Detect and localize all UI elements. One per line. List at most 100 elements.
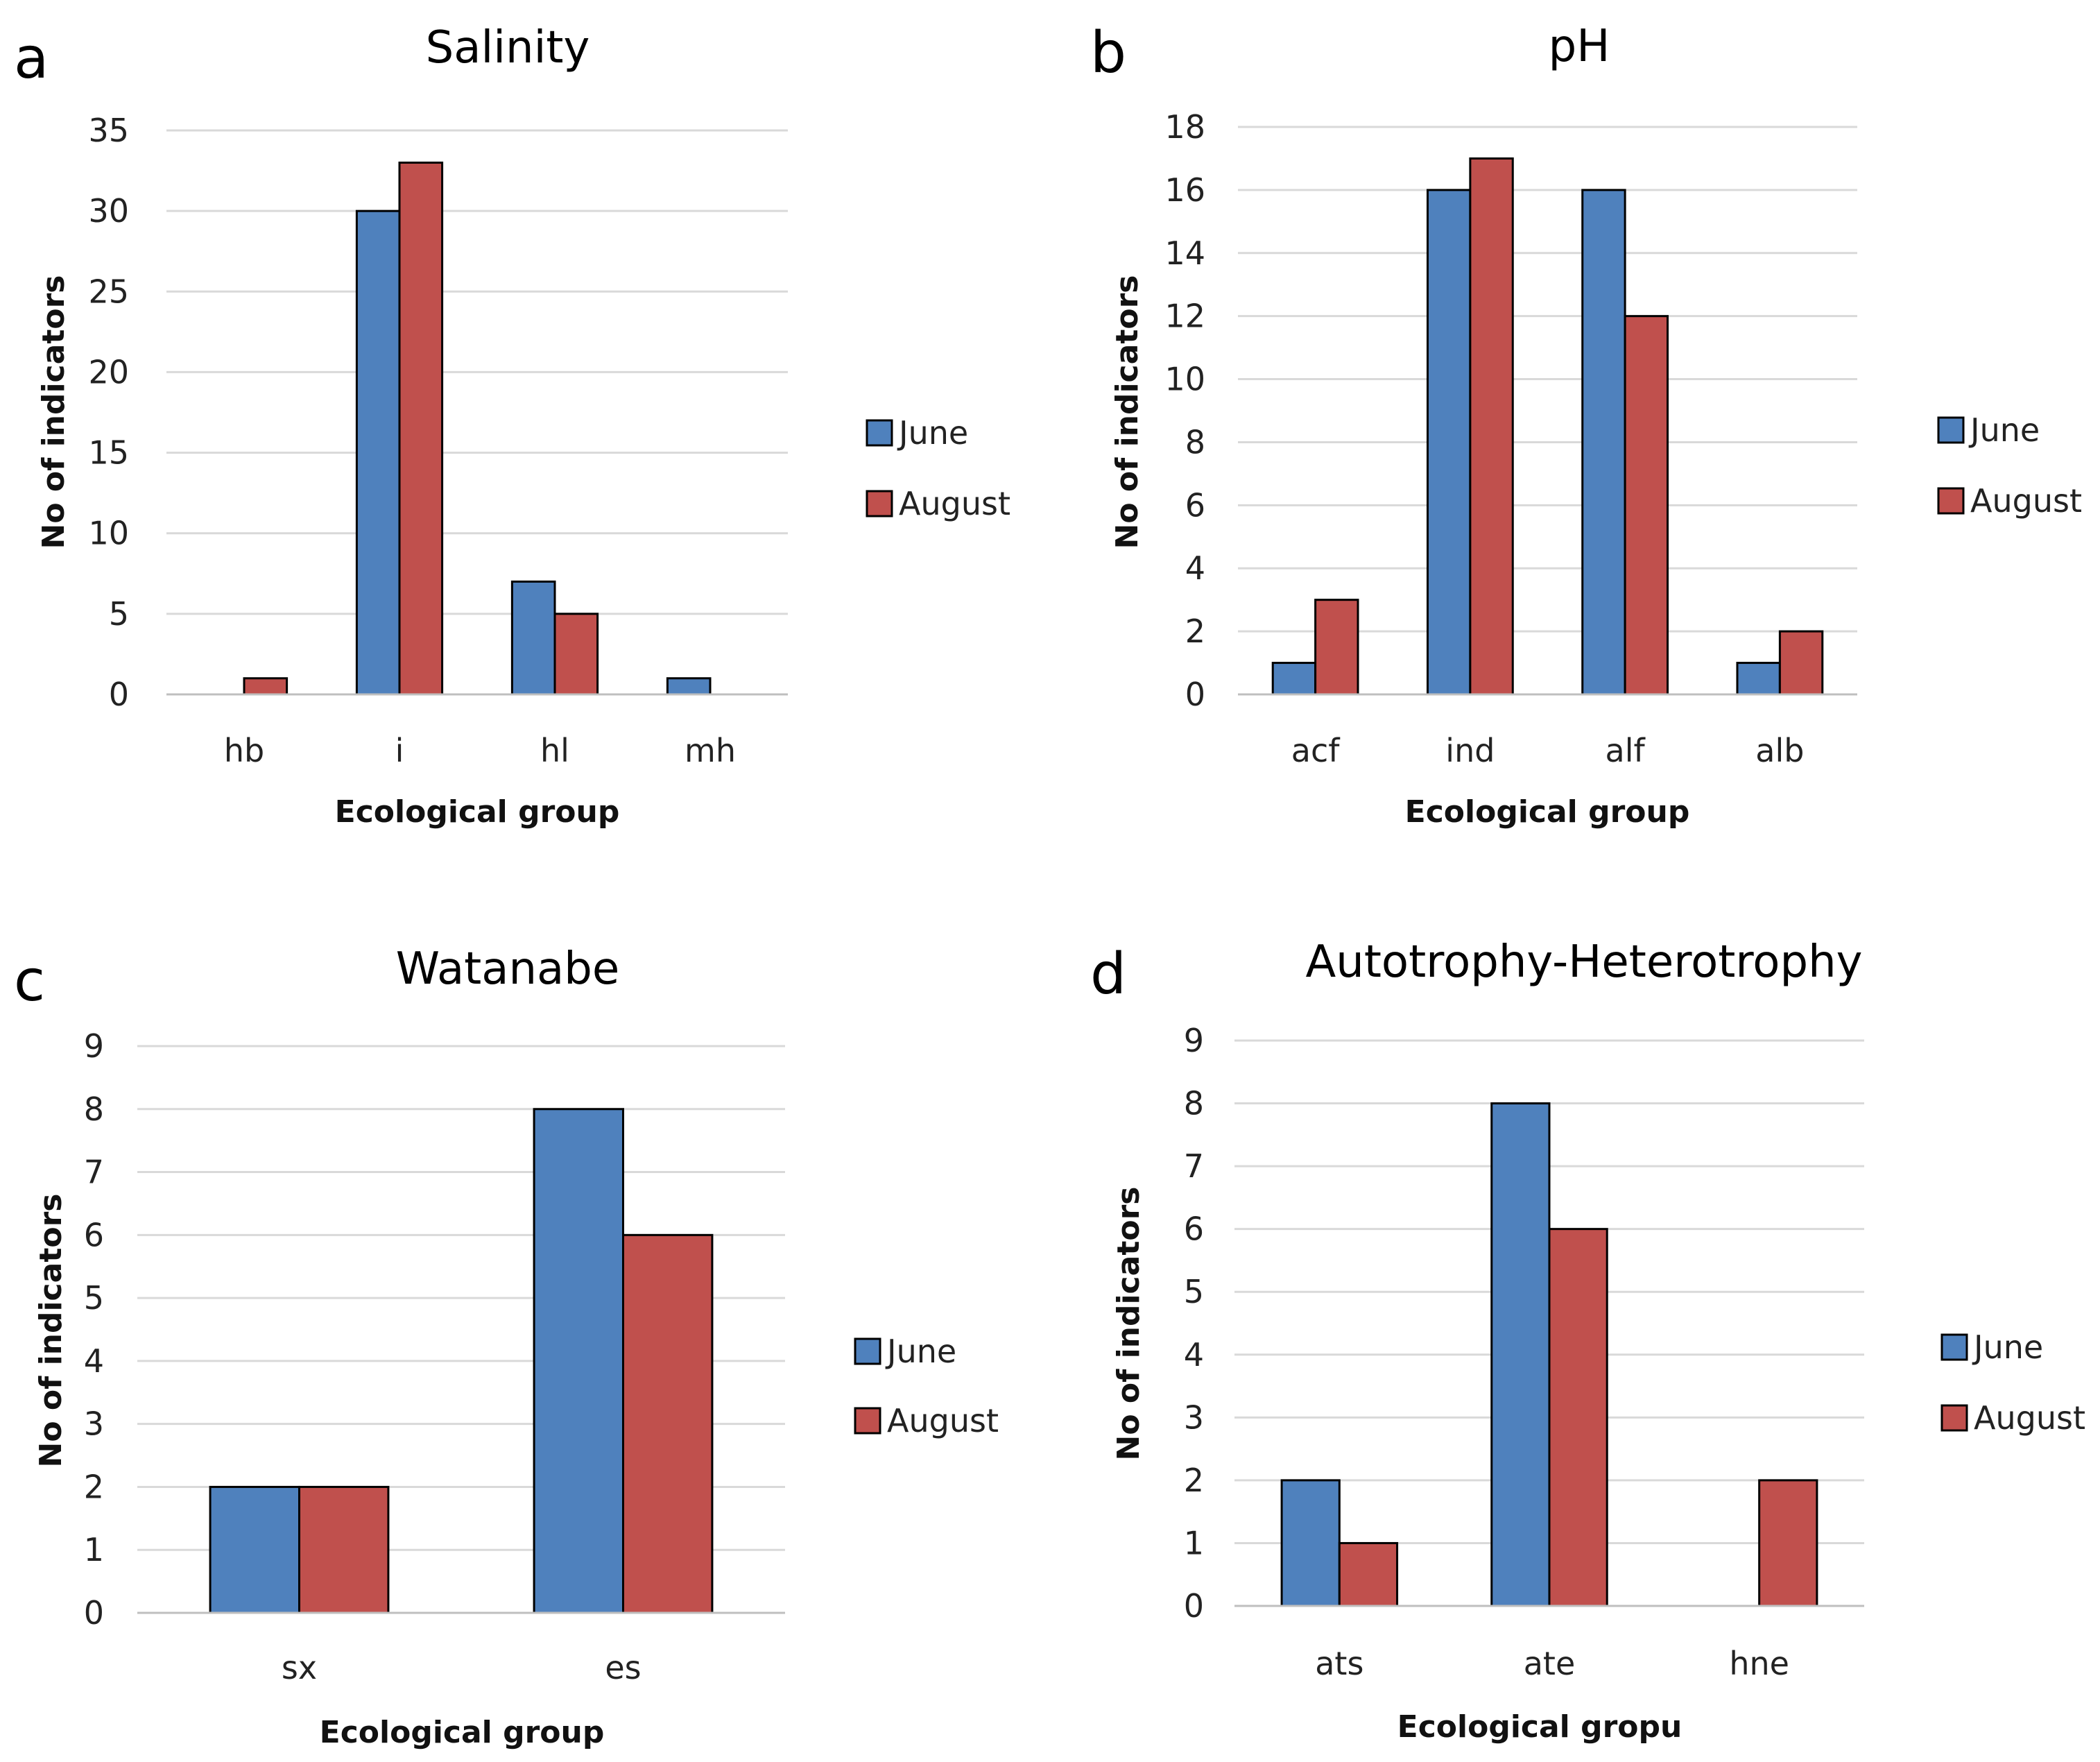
y-tick-label: 0 bbox=[109, 676, 129, 713]
y-tick-label: 1 bbox=[84, 1531, 104, 1568]
y-tick-label: 7 bbox=[1184, 1147, 1204, 1185]
y-tick-label: 5 bbox=[84, 1279, 104, 1317]
bar-june-hl bbox=[510, 580, 556, 696]
y-tick-label: 4 bbox=[84, 1342, 104, 1380]
y-tick-label: 35 bbox=[88, 112, 129, 149]
bar-june-alf bbox=[1581, 189, 1626, 696]
x-category-label: hne bbox=[1729, 1645, 1789, 1682]
y-tick-label: 15 bbox=[88, 434, 129, 472]
y-tick-label: 20 bbox=[88, 353, 129, 391]
y-tick-label: 6 bbox=[1185, 486, 1205, 524]
x-category-label: ats bbox=[1315, 1645, 1363, 1682]
y-tick-label: 2 bbox=[1185, 613, 1205, 650]
y-tick-label: 6 bbox=[1184, 1211, 1204, 1248]
legend-swatch-august bbox=[1940, 1404, 1968, 1432]
y-tick-label: 9 bbox=[84, 1027, 104, 1065]
legend-label-june: June bbox=[885, 1333, 956, 1370]
bar-august-hb bbox=[243, 677, 289, 696]
x-category-label: i bbox=[395, 732, 404, 769]
bar-august-ind bbox=[1469, 157, 1514, 696]
x-category-label: hb bbox=[224, 732, 264, 769]
x-category-label: acf bbox=[1291, 732, 1341, 769]
y-axis-label: No of indicators bbox=[1110, 275, 1145, 549]
bar-august-acf bbox=[1314, 599, 1359, 696]
y-tick-label: 5 bbox=[109, 595, 129, 633]
chart-panel-d: d Autotrophy-Heterotrophy 0 1 2 3 4 5 6 7 8 9 ats ate… bbox=[1090, 936, 2085, 1745]
y-tick-label: 2 bbox=[1184, 1462, 1204, 1499]
y-tick-label: 8 bbox=[84, 1090, 104, 1128]
bar-august-es bbox=[622, 1233, 714, 1614]
legend-swatch-june bbox=[866, 419, 893, 447]
y-tick-label: 3 bbox=[84, 1405, 104, 1443]
x-category-label: ind bbox=[1445, 732, 1495, 769]
legend-label-august: August bbox=[899, 485, 1010, 522]
bar-june-ats bbox=[1280, 1479, 1341, 1607]
y-tick-label: 5 bbox=[1184, 1273, 1204, 1310]
y-tick-label: 0 bbox=[1185, 676, 1205, 713]
chart-title: pH bbox=[1549, 21, 1610, 72]
panel-letter: b bbox=[1090, 20, 1126, 86]
legend-swatch-august bbox=[854, 1407, 881, 1435]
y-tick-label: 4 bbox=[1185, 549, 1205, 587]
y-tick-label: 3 bbox=[1184, 1399, 1204, 1436]
y-tick-label: 16 bbox=[1164, 171, 1205, 209]
x-axis-label: Ecological group bbox=[1405, 794, 1690, 830]
legend-swatch-june bbox=[854, 1337, 881, 1365]
chart-title: Salinity bbox=[426, 22, 590, 74]
x-category-label: sx bbox=[282, 1649, 317, 1686]
legend-label-august: August bbox=[887, 1402, 999, 1439]
y-tick-label: 4 bbox=[1184, 1336, 1204, 1374]
bar-august-i bbox=[398, 161, 444, 696]
legend-label-august: August bbox=[1974, 1399, 2085, 1437]
bar-august-ate bbox=[1548, 1228, 1608, 1607]
legend-swatch-august bbox=[1937, 487, 1965, 515]
bar-august-hne bbox=[1758, 1479, 1818, 1607]
legend-label-june: June bbox=[1968, 411, 2040, 449]
x-category-label: es bbox=[605, 1649, 641, 1686]
panel-letter: d bbox=[1090, 941, 1126, 1007]
y-axis-label: No of indicators bbox=[36, 275, 71, 549]
y-tick-label: 7 bbox=[84, 1154, 104, 1191]
chart-panel-b: b pH 0 2 4 6 8 10 12 14 16 18 acf ind alf alb Ecological… bbox=[1090, 20, 2082, 830]
y-axis-label: No of indicators bbox=[1111, 1187, 1146, 1461]
bar-june-ind bbox=[1426, 189, 1472, 696]
legend-swatch-august bbox=[866, 490, 893, 518]
legend-swatch-june bbox=[1940, 1333, 1968, 1361]
y-tick-label: 1 bbox=[1184, 1524, 1204, 1562]
bar-june-sx bbox=[209, 1485, 301, 1614]
y-tick-label: 9 bbox=[1184, 1022, 1204, 1059]
legend-label-august: August bbox=[1970, 482, 2082, 520]
y-tick-label: 12 bbox=[1164, 298, 1205, 335]
panel-letter: c bbox=[14, 948, 45, 1014]
y-tick-label: 0 bbox=[1184, 1587, 1204, 1625]
bar-august-alb bbox=[1778, 630, 1824, 696]
chart-panel-a: a Salinity 0 5 10 15 20 25 30 35 hb i hl mh Ecological… bbox=[14, 22, 1010, 830]
y-tick-label: 10 bbox=[88, 515, 129, 552]
y-tick-label: 6 bbox=[84, 1216, 104, 1254]
x-category-label: alf bbox=[1606, 732, 1646, 769]
y-tick-label: 8 bbox=[1185, 423, 1205, 461]
chart-title: Watanabe bbox=[396, 943, 620, 995]
x-category-label: mh bbox=[685, 732, 736, 769]
y-tick-label: 10 bbox=[1164, 361, 1205, 398]
chart-title: Autotrophy-Heterotrophy bbox=[1305, 936, 1862, 988]
bar-august-hl bbox=[553, 613, 599, 696]
y-axis-label: No of indicators bbox=[33, 1194, 69, 1468]
y-tick-label: 25 bbox=[88, 273, 129, 310]
bar-august-sx bbox=[298, 1485, 390, 1614]
bar-august-ats bbox=[1338, 1541, 1399, 1607]
x-axis-label: Ecological group bbox=[320, 1715, 605, 1750]
bar-june-alb bbox=[1736, 662, 1781, 696]
bar-june-es bbox=[533, 1108, 625, 1614]
x-axis-label: Ecological group bbox=[335, 794, 620, 830]
bar-august-alf bbox=[1624, 315, 1669, 696]
y-tick-label: 8 bbox=[1184, 1085, 1204, 1122]
bar-june-mh bbox=[666, 677, 712, 696]
y-tick-label: 18 bbox=[1164, 108, 1205, 146]
bar-june-ate bbox=[1490, 1102, 1551, 1607]
y-tick-label: 30 bbox=[88, 192, 129, 230]
bar-june-i bbox=[355, 209, 401, 696]
panel-letter: a bbox=[14, 26, 49, 92]
